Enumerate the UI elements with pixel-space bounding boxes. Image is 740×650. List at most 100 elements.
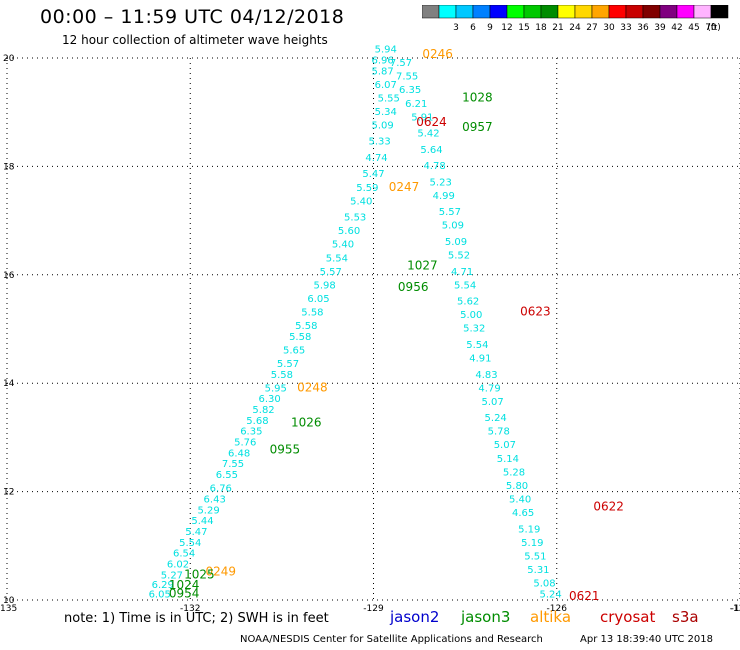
footer-note: note: 1) Time is in UTC; 2) SWH is in fe… <box>64 611 329 626</box>
swh-value: 6.29 <box>152 580 174 591</box>
legend-tick-label: 12 <box>501 23 512 33</box>
swh-value: 5.29 <box>197 505 219 516</box>
swh-value: 5.91 <box>411 112 433 123</box>
swh-value: 5.62 <box>457 297 479 308</box>
pass-time-label: 1027 <box>407 258 438 272</box>
swh-value: 5.52 <box>448 251 470 262</box>
swh-value: 5.58 <box>289 332 311 343</box>
swh-value: 6.43 <box>204 494 226 505</box>
legend-swatch <box>557 5 576 19</box>
legend-s3a: s3a <box>672 608 699 626</box>
x-tick-label: -132 <box>180 604 200 614</box>
swh-value: 5.54 <box>179 538 201 549</box>
legend-swatch <box>523 5 542 19</box>
pass-time-label: 0246 <box>422 47 453 61</box>
pass-time-label: 0623 <box>520 304 551 318</box>
swh-value: 7.55 <box>222 459 244 470</box>
swh-value: 5.31 <box>527 565 549 576</box>
chart-subtitle: 12 hour collection of altimeter wave hei… <box>62 33 328 47</box>
legend-tick-label: 36 <box>637 23 649 33</box>
x-tick-label: -135 <box>0 604 17 614</box>
swh-value: 5.82 <box>252 405 274 416</box>
swh-value: 5.94 <box>375 45 397 56</box>
legend-swatch <box>642 5 661 19</box>
legend-altika: altika <box>530 608 572 626</box>
legend-tick-label: 45 <box>688 23 699 33</box>
swh-value: 7.57 <box>390 58 412 69</box>
legend-swatch <box>506 5 525 19</box>
swh-value: 5.53 <box>344 213 366 224</box>
swh-value: 4.83 <box>475 370 497 381</box>
swh-value: 5.23 <box>430 177 452 188</box>
swh-value: 6.07 <box>375 80 397 91</box>
swh-value: 5.98 <box>314 280 336 291</box>
swh-value: 5.28 <box>503 467 525 478</box>
swh-value: 5.09 <box>442 221 464 232</box>
pass-time-label: 1024 <box>169 578 200 592</box>
swh-value: 5.40 <box>332 240 354 251</box>
swh-value: 5.58 <box>295 321 317 332</box>
x-tick-label: -123 <box>730 604 740 614</box>
legend-unit: (ft) <box>707 23 721 33</box>
swh-value: 6.48 <box>228 448 250 459</box>
swh-value: 5.00 <box>460 310 482 321</box>
legend-tick-label: 27 <box>586 23 597 33</box>
swh-value: 6.05 <box>149 589 171 600</box>
legend-cryosat: cryosat <box>600 608 656 626</box>
swh-value: 5.57 <box>439 207 461 218</box>
legend-swatch <box>540 5 559 19</box>
swh-value: 6.21 <box>405 99 427 110</box>
pass-time-label: 0957 <box>462 120 493 134</box>
legend-swatch <box>710 5 729 19</box>
swh-value: 7.55 <box>396 72 418 83</box>
swh-value: 5.57 <box>277 359 299 370</box>
swh-value: 6.54 <box>173 549 195 560</box>
y-tick-label: 20 <box>3 54 15 64</box>
y-tick-label: 14 <box>3 379 15 389</box>
swh-value: 6.35 <box>240 427 262 438</box>
legend-tick-label: 42 <box>671 23 682 33</box>
legend-tick-label: 18 <box>535 23 547 33</box>
swh-value: 5.76 <box>234 438 256 449</box>
legend-tick-label: 21 <box>552 23 563 33</box>
legend-tick-label: 70 <box>705 23 717 33</box>
legend-swatch <box>693 5 712 19</box>
swh-value: 4.74 <box>365 153 387 164</box>
swh-value: 5.24 <box>485 413 507 424</box>
swh-value: 6.35 <box>399 85 421 96</box>
legend-jason2: jason2 <box>390 608 440 626</box>
swh-value: 5.95 <box>265 383 287 394</box>
pass-time-label: 0955 <box>270 443 301 457</box>
swh-value: 5.27 <box>161 570 183 581</box>
footer-credit: NOAA/NESDIS Center for Satellite Applica… <box>240 634 543 645</box>
y-tick-label: 18 <box>3 162 15 172</box>
swh-value: 4.71 <box>451 267 473 278</box>
swh-value: 5.87 <box>372 66 394 77</box>
swh-value: 4.91 <box>469 354 491 365</box>
wave-height-color-legend: 3 6 9 12 15 18 21 24 27 30 33 36 39 42 45 70(ft) <box>422 5 729 33</box>
legend-swatch <box>574 5 593 19</box>
y-tick-label: 10 <box>3 596 15 606</box>
legend-tick-label: 6 <box>470 23 476 33</box>
swh-value: 5.59 <box>356 183 378 194</box>
swh-value: 5.34 <box>375 107 397 118</box>
swh-value: 6.96 <box>372 55 394 66</box>
x-tick-label: -12 <box>731 604 740 614</box>
swh-value: 6.30 <box>259 394 281 405</box>
pass-time-label: 0956 <box>398 280 429 294</box>
legend-swatch <box>608 5 627 19</box>
legend-tick-label: 24 <box>569 23 581 33</box>
legend-jason3: jason3 <box>461 608 511 626</box>
y-tick-label: 12 <box>3 488 14 498</box>
swh-value: 5.09 <box>445 237 467 248</box>
swh-value: 5.78 <box>488 427 510 438</box>
swh-value: 6.05 <box>307 294 329 305</box>
legend-tick-label: 30 <box>603 23 615 33</box>
swh-value: 5.14 <box>497 454 519 465</box>
pass-time-label: 0248 <box>297 380 328 394</box>
swh-value: 5.58 <box>301 307 323 318</box>
legend-tick-label: 15 <box>518 23 529 33</box>
pass-time-label: 0622 <box>593 500 624 514</box>
swh-value: 5.80 <box>506 481 528 492</box>
swh-value: 5.47 <box>362 169 384 180</box>
